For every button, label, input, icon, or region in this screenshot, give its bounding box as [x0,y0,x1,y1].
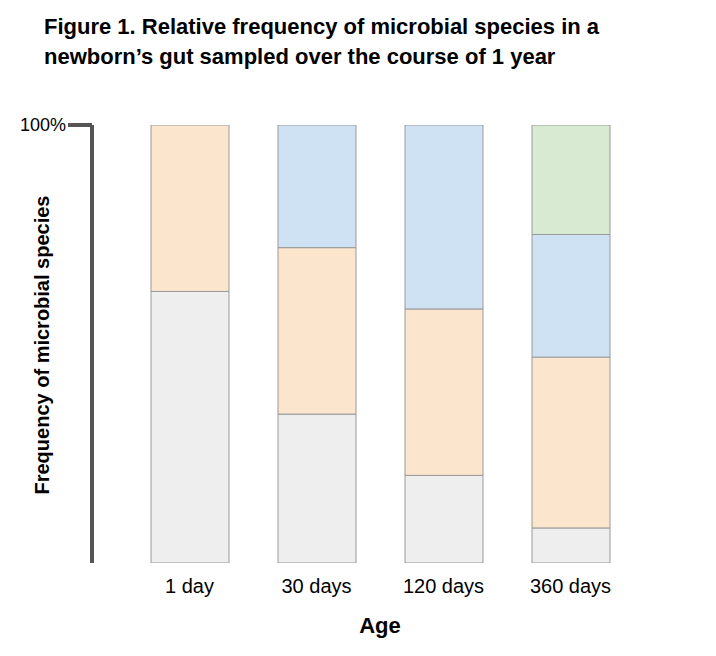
html-text:newborn’s gut sampled over the: newborn’s gut sampled over the course of… [44,44,556,69]
svg-text:1 day: 1 day [165,575,214,597]
html-text:Age: Age [359,613,401,638]
svg-text:30 days: 30 days [281,575,351,597]
html-text:Frequency of microbial species: Frequency of microbial species [30,195,53,495]
svg-text:100%: 100% [20,115,66,135]
html-text:Figure 1. Relative frequency o: Figure 1. Relative frequency of microbia… [44,14,600,39]
svg-text:120 days: 120 days [403,575,484,597]
svg-text:360 days: 360 days [530,575,611,597]
